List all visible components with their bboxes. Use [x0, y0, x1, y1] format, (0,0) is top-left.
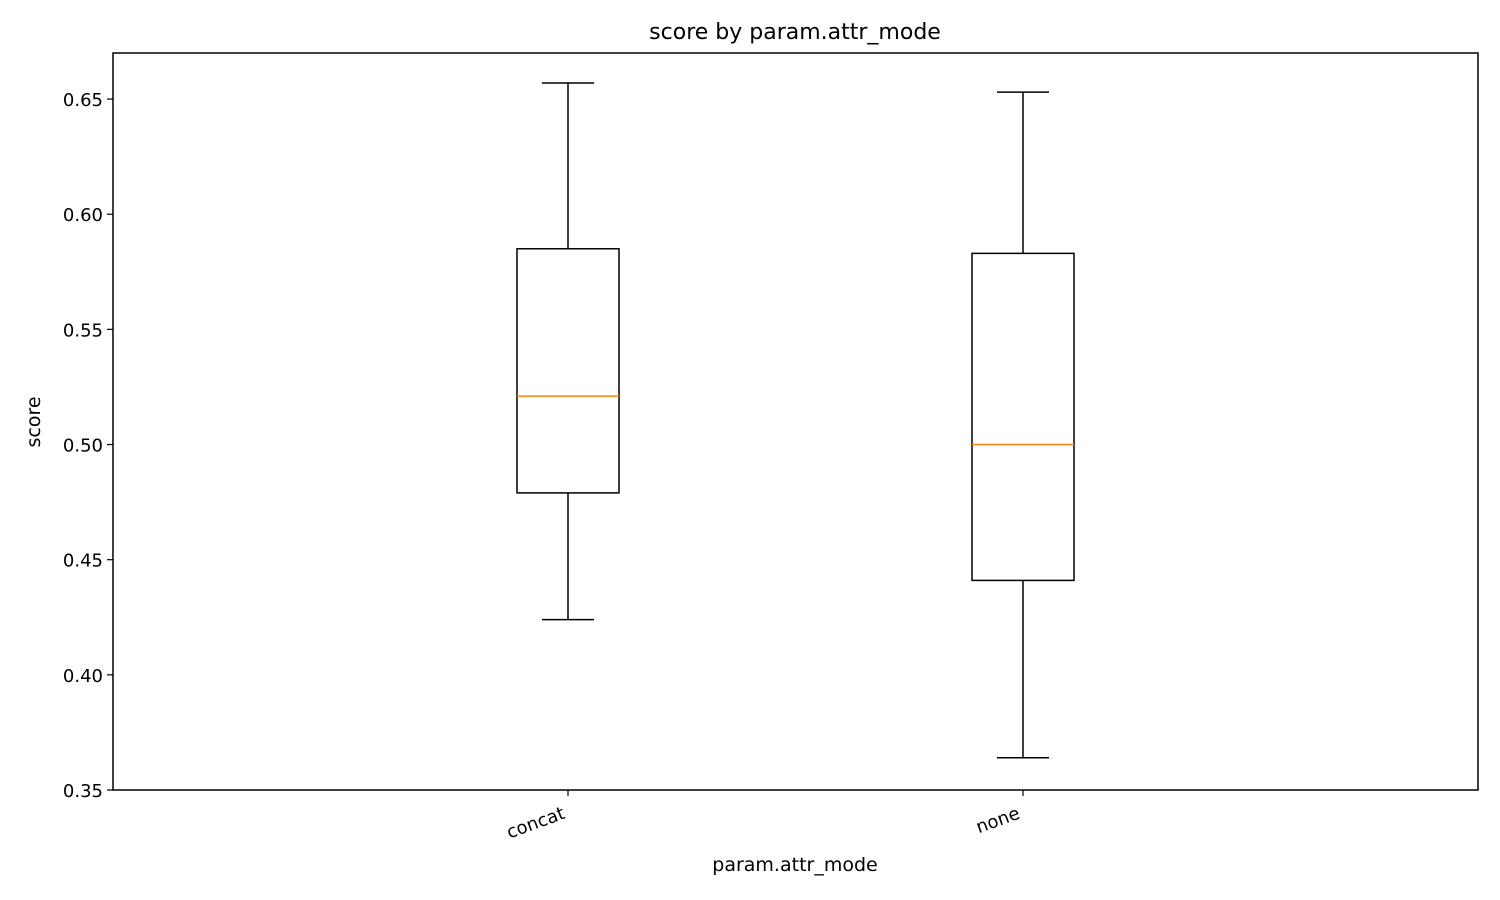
iqr-box	[971, 252, 1075, 582]
box-concat	[516, 82, 620, 621]
y-axis-label: score	[23, 396, 45, 447]
x-tick-label: concat	[504, 803, 568, 843]
y-tick-label: 0.40	[63, 666, 103, 687]
y-tick-label: 0.45	[63, 551, 103, 572]
y-axis: 0.35 0.40 0.45 0.50 0.55 0.60 0.65	[63, 90, 113, 802]
y-tick-label: 0.35	[63, 781, 103, 802]
x-axis-label: param.attr_mode	[712, 854, 877, 876]
y-tick-label: 0.60	[63, 205, 103, 226]
y-tick-label: 0.50	[63, 436, 103, 457]
y-tick-label: 0.65	[63, 90, 103, 111]
plot-frame	[112, 52, 1479, 791]
box-none	[971, 91, 1075, 759]
y-tick-label: 0.55	[63, 320, 103, 341]
chart-title: score by param.attr_mode	[649, 20, 941, 45]
iqr-box	[516, 248, 620, 494]
x-axis: concat none	[504, 790, 1024, 843]
plot-area	[516, 82, 1075, 759]
x-tick-label: none	[973, 803, 1022, 838]
